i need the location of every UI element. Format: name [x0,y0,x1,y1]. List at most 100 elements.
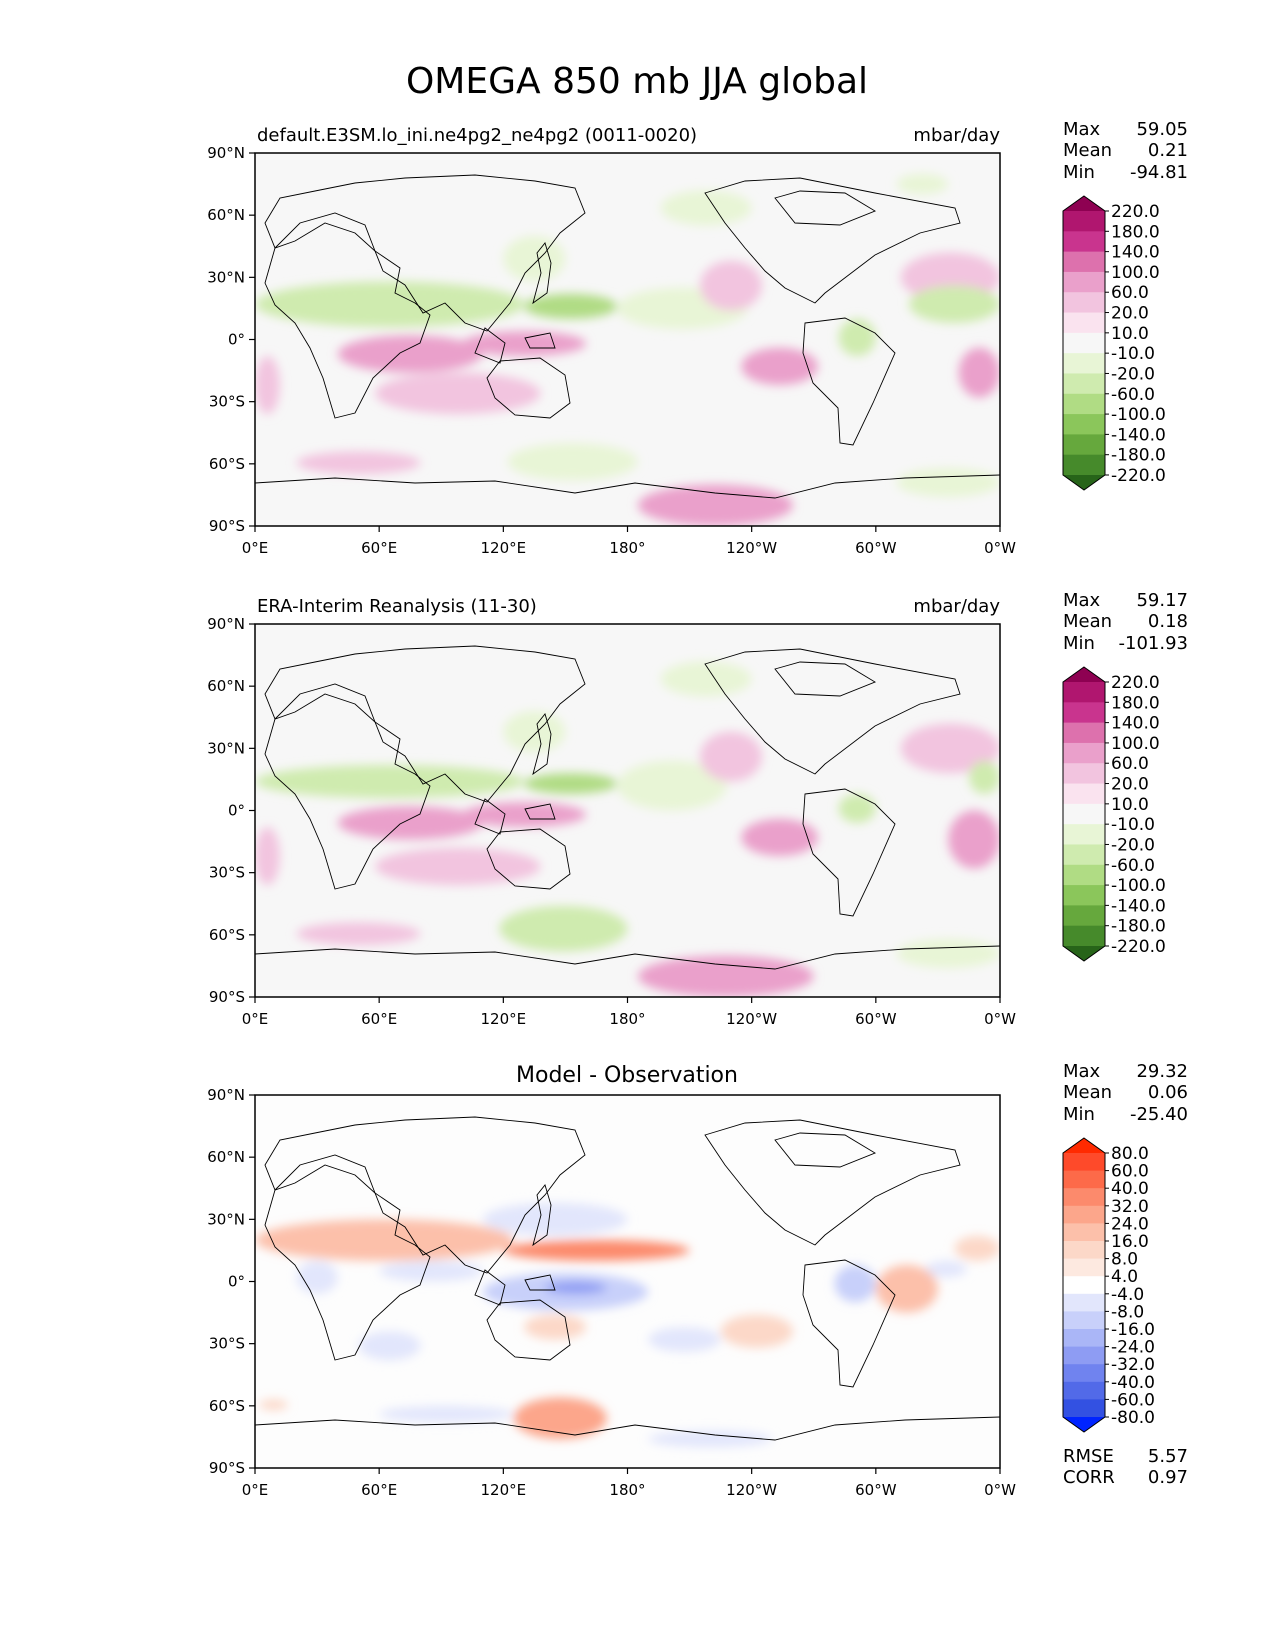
stat-max-label: Max [1063,1061,1101,1082]
colorbar-segment [1063,925,1105,947]
coastline [486,357,571,419]
contour-region [958,347,1000,398]
colorbar-tick-label: 60.0 [1111,283,1149,303]
contour-region [255,764,525,799]
stat-min-value: -94.81 [1130,162,1188,183]
contour-region [834,1264,876,1303]
contour-region [337,335,483,373]
contour-region [482,1202,628,1236]
lon-tick-label: 60°E [361,539,397,557]
contour-region [896,938,1000,968]
corr-label: CORR [1063,1467,1115,1488]
stat-mean-label: Mean [1063,611,1112,632]
colorbar-segment [1063,1364,1105,1383]
colorbar-tick-label: 20.0 [1111,304,1149,324]
lat-tick-label: 60°S [209,455,245,473]
lat-tick-label: 60°S [209,926,245,944]
coastline [255,474,1000,499]
contour-region [255,827,280,886]
contour-region [524,1314,587,1340]
lat-tick-label: 30°N [207,739,245,757]
contour-region [648,1430,773,1448]
contour-region [900,723,1000,774]
coastline [264,1154,431,1361]
lon-tick-label: 0°W [984,1481,1016,1499]
contour-region [720,1314,794,1348]
colorbar-tick-label: -10.0 [1111,815,1155,835]
coastline [802,788,896,917]
contour-fill [255,1202,1000,1448]
lon-tick-label: 0°W [984,1010,1016,1028]
stat-max-value: 29.32 [1136,1061,1188,1082]
skill-scores: RMSE 5.57 CORR 0.97 [1063,1446,1188,1488]
coastline [774,190,877,226]
contour-region [375,847,541,886]
contour-region [255,281,525,328]
coastline [474,1269,506,1306]
stat-mean-value: 0.21 [1148,140,1188,161]
coastline [532,713,552,776]
stat-min-label: Min [1063,162,1095,183]
colorbar-segment [1063,1205,1105,1224]
lat-tick-label: 30°S [209,864,245,882]
contour-region [259,1399,289,1410]
contour-region [617,760,727,811]
lat-tick-label: 0° [228,1273,245,1291]
coastlines [255,174,1000,499]
colorbar-tick-label: -32.0 [1111,1355,1155,1375]
contour-region [544,1281,607,1294]
colorbar-segment [1063,702,1105,724]
coastline [524,1274,556,1291]
lat-axis: 90°N 60°N 30°N 0° 30°S 60°S 90°S [207,144,255,535]
colorbar-extend-max [1063,667,1105,682]
contour-region [660,190,752,226]
contour-region [637,484,794,526]
colorbar-tick-label: 180.0 [1111,693,1160,713]
contour-region [375,372,541,415]
lat-tick-label: 30°N [207,268,245,286]
contour-region [513,1397,607,1439]
colorbar-segment [1063,231,1105,253]
lon-tick-label: 120°E [481,1481,527,1499]
colorbar-tick-label: 60.0 [1111,1162,1149,1182]
colorbar-extend-max [1063,196,1105,211]
colorbar-tick-label: -220.0 [1111,466,1166,486]
colorbar-tick-label: -80.0 [1111,1408,1155,1428]
colorbar-tick-label: 8.0 [1111,1250,1138,1270]
coastline [704,1119,961,1246]
colorbar-tick-label: 40.0 [1111,1179,1149,1199]
colorbar-extend-min [1063,946,1105,961]
colorbar-tick-label: 180.0 [1111,222,1160,242]
colorbar-tick-label: 16.0 [1111,1232,1149,1252]
colorbar-tick-label: -100.0 [1111,405,1166,425]
contour-fill [255,661,1000,997]
contour-region [699,731,763,782]
coastline [532,242,552,305]
lon-axis: 0°E 60°E 120°E 180° 120°W 60°W 0°W [242,526,1016,557]
coastline [774,661,877,697]
stat-min-value: -25.40 [1130,1104,1188,1125]
lat-tick-label: 90°S [209,517,245,535]
stats-box: Max 29.32 Mean 0.06 Min -25.40 [1063,1061,1188,1125]
colorbar-tick-label: -20.0 [1111,835,1155,855]
colorbar-extend-max [1063,1138,1105,1153]
lon-tick-label: 120°W [726,1010,777,1028]
colorbar-tick-label: -10.0 [1111,344,1155,364]
stat-max-label: Max [1063,119,1101,140]
colorbar-segment [1063,454,1105,476]
colorbar-tick-label: -20.0 [1111,364,1155,384]
colorbar-tick-label: 220.0 [1111,202,1160,222]
lon-tick-label: 60°E [361,1481,397,1499]
lon-tick-label: 0°E [242,1481,269,1499]
lat-tick-label: 90°N [207,615,245,633]
figure-title: OMEGA 850 mb JJA global [406,61,868,102]
colorbar-tick-label: 220.0 [1111,673,1160,693]
colorbar-tick-label: 32.0 [1111,1197,1149,1217]
colorbar-tick-label: -60.0 [1111,1390,1155,1410]
contour-region [255,356,280,415]
contour-region [896,467,1000,497]
lon-axis: 0°E 60°E 120°E 180° 120°W 60°W 0°W [242,997,1016,1028]
lat-tick-label: 30°N [207,1210,245,1228]
colorbar-segment [1063,824,1105,846]
